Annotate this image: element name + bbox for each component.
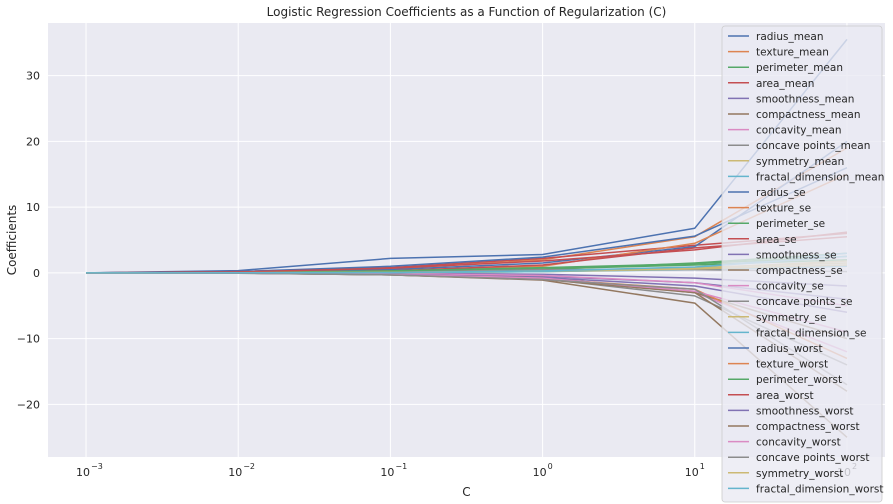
x-tick-label: 10 [228,466,242,479]
y-tick-label: 0 [33,267,40,280]
legend-entry-label: perimeter_worst [756,374,842,386]
x-tick-exponent: 0 [548,462,553,471]
y-tick-label: 20 [26,135,40,148]
legend-entry-label: compactness_worst [756,421,860,433]
legend-entry-label: area_worst [756,390,814,402]
legend-entry-label: symmetry_se [756,312,826,324]
legend-entry-label: perimeter_se [756,218,825,230]
x-tick-label: 10 [380,466,394,479]
legend-entry-label: symmetry_mean [756,156,844,168]
legend-entry-label: compactness_mean [756,109,861,121]
legend-entry-label: texture_se [756,203,811,215]
legend-entry-label: fractal_dimension_mean [756,171,884,183]
legend-entry-label: radius_worst [756,343,823,355]
x-tick-label: 10 [685,466,699,479]
legend-entry-label: texture_worst [756,359,828,371]
legend-entry-label: fractal_dimension_se [756,327,867,339]
series-line-fractal_dimension_worst [85,255,848,274]
legend-entry-label: smoothness_worst [756,405,854,417]
y-axis-label: Coefficients [5,205,19,276]
x-axis-label: C [462,485,470,499]
y-tick-label: −20 [17,398,40,411]
legend-entry-label: concave points_worst [756,452,870,464]
legend-entry-label: concavity_worst [756,437,841,449]
x-tick-exponent: 1 [700,462,705,471]
x-tick-exponent: −1 [395,462,407,471]
y-tick-label: 10 [26,201,40,214]
x-tick-exponent: −3 [91,462,103,471]
legend-entry-label: concavity_mean [756,125,842,137]
legend-entry-label: area_se [756,234,797,246]
legend-entry-label: smoothness_se [756,249,837,261]
legend-entry-label: concavity_se [756,281,824,293]
legend-frame [721,25,883,503]
x-tick-exponent: −2 [243,462,255,471]
legend-entry-label: texture_mean [756,47,829,59]
legend-entry-label: radius_se [756,187,806,199]
legend-entry-label: area_mean [756,78,814,90]
y-tick-label: 30 [26,70,40,83]
legend-entry-label: concave points_mean [756,140,870,152]
x-tick-label: 10 [76,466,90,479]
y-tick-label: −10 [17,333,40,346]
legend-entry-label: symmetry_worst [756,468,843,480]
series-line-radius_mean [85,38,848,274]
legend-entry-label: radius_mean [756,31,824,43]
legend-entry-label: concave points_se [756,296,853,308]
series-lines [85,38,848,438]
legend-entry-label: perimeter_mean [756,62,843,74]
chart-title: Logistic Regression Coefficients as a Fu… [267,5,667,19]
x-tick-label: 10 [533,466,547,479]
legend-entry-label: fractal_dimension_worst [756,483,884,495]
legend: radius_mean texture_mean perimeter_meanare… [721,25,884,503]
legend-entry-label: smoothness_mean [756,93,854,105]
legend-entry-label: compactness_se [756,265,843,277]
